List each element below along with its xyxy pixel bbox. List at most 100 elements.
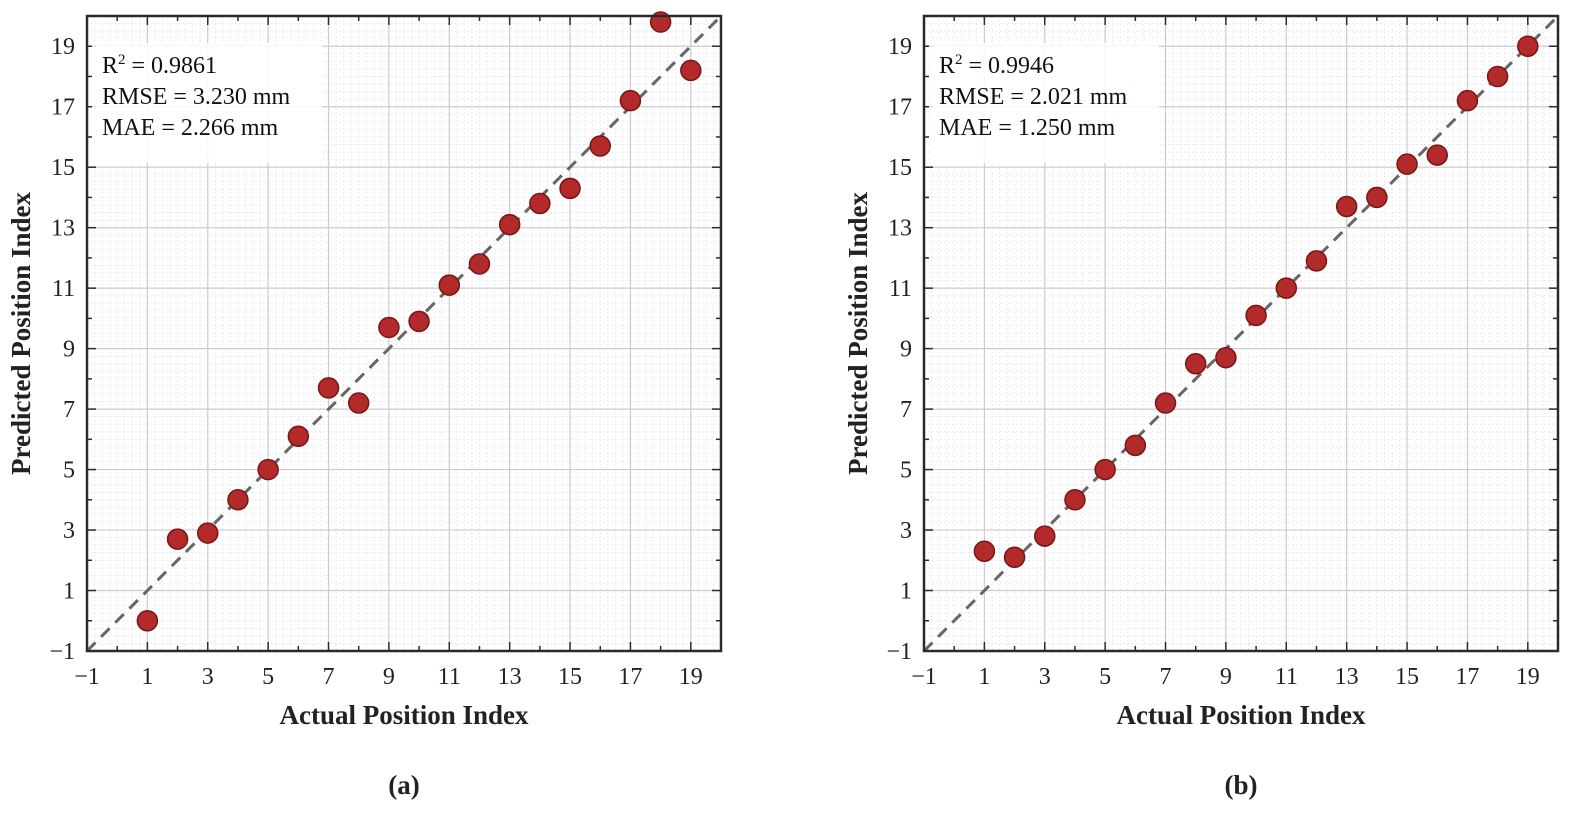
data-point [529, 192, 551, 215]
identity-line [85, 14, 723, 653]
data-point [257, 458, 279, 481]
data-point [408, 310, 430, 333]
data-point [227, 489, 249, 511]
data-point [1003, 546, 1026, 569]
y-tick-label: −1 [49, 639, 75, 665]
identity-line [922, 14, 1560, 653]
x-tick-label: 15 [558, 664, 582, 690]
major-grid [86, 16, 721, 652]
x-tick-label: −1 [911, 664, 937, 690]
data-point [438, 274, 461, 296]
y-tick-label: 13 [51, 216, 75, 242]
data-point [680, 59, 702, 82]
x-tick-label: −1 [74, 664, 100, 690]
rmse-text: RMSE = 3.230 mm [102, 84, 291, 110]
data-point [1094, 458, 1116, 481]
data-point [1215, 346, 1237, 369]
y-tick-label: 15 [51, 155, 75, 181]
y-tick-label: −1 [886, 639, 912, 665]
data-point [498, 213, 521, 236]
data-point [1335, 195, 1358, 218]
x-tick-label: 1 [141, 664, 153, 690]
y-tick-label: 9 [63, 337, 75, 363]
x-tick-label: 9 [1220, 664, 1232, 690]
data-point [1034, 525, 1056, 547]
x-tick-label: 7 [323, 664, 335, 690]
y-tick-label: 5 [63, 458, 75, 484]
data-points [973, 35, 1539, 569]
r2-text: R2 = 0.9861 [102, 52, 217, 79]
x-axis-label: Actual Position Index [1116, 700, 1366, 730]
x-tick-label: 15 [1395, 664, 1419, 690]
data-point [347, 392, 370, 414]
x-tick-label: 19 [1516, 664, 1540, 690]
x-tick-label: 13 [498, 664, 522, 690]
data-point [136, 610, 159, 632]
data-point [1184, 352, 1207, 375]
x-tick-label: 11 [438, 664, 461, 690]
x-tick-label: 17 [1455, 664, 1479, 690]
x-tick-label: 11 [1275, 664, 1298, 690]
y-axis-label: Predicted Position Index [6, 192, 36, 475]
y-tick-label: 7 [63, 397, 75, 423]
data-point [1124, 434, 1147, 457]
x-tick-label: 7 [1160, 664, 1172, 690]
data-point [1154, 392, 1177, 414]
data-point [973, 540, 996, 562]
x-tick-label: 3 [202, 664, 214, 690]
data-point [1426, 144, 1448, 166]
data-point [1396, 153, 1418, 175]
mae-text: MAE = 1.250 mm [939, 115, 1116, 141]
y-tick-label: 1 [900, 579, 912, 605]
data-point [619, 89, 642, 112]
panel-caption: (a) [388, 770, 419, 800]
stats-box [92, 43, 322, 163]
data-point [1245, 304, 1267, 327]
y-tick-label: 3 [900, 518, 912, 544]
x-tick-label: 19 [679, 664, 703, 690]
data-point [1275, 277, 1298, 299]
stats-box [929, 43, 1159, 163]
y-tick-label: 3 [63, 518, 75, 544]
data-point [468, 253, 491, 275]
data-point [589, 135, 611, 157]
data-point [378, 316, 400, 339]
data-point [1305, 250, 1328, 272]
panel-caption: (b) [1225, 770, 1258, 800]
axes-frame [85, 14, 723, 653]
y-tick-label: 1 [63, 579, 75, 605]
y-tick-label: 17 [51, 95, 75, 121]
y-tick-label: 19 [51, 34, 75, 60]
x-axis-label: Actual Position Index [279, 700, 529, 730]
data-point [287, 425, 310, 448]
y-tick-label: 15 [888, 155, 912, 181]
y-tick-label: 9 [900, 337, 912, 363]
y-tick-label: 19 [888, 34, 912, 60]
y-tick-label: 11 [52, 276, 75, 302]
y-tick-label: 11 [889, 276, 912, 302]
y-axis-label: Predicted Position Index [843, 192, 873, 475]
y-tick-label: 17 [888, 95, 912, 121]
data-point [559, 177, 581, 200]
x-tick-label: 1 [978, 664, 990, 690]
data-point [1486, 65, 1509, 88]
y-tick-label: 7 [900, 397, 912, 423]
rmse-text: RMSE = 2.021 mm [939, 84, 1128, 110]
x-tick-label: 17 [618, 664, 642, 690]
mae-text: MAE = 2.266 mm [102, 115, 279, 141]
data-point [1064, 489, 1086, 511]
data-points [136, 11, 702, 632]
data-point [1366, 186, 1388, 209]
y-tick-label: 5 [900, 458, 912, 484]
x-tick-label: 9 [383, 664, 395, 690]
data-point [1517, 35, 1539, 57]
data-point [197, 522, 219, 544]
r2-text: R2 = 0.9946 [939, 52, 1054, 79]
data-point [1456, 89, 1479, 112]
x-tick-label: 3 [1039, 664, 1051, 690]
x-tick-label: 5 [1099, 664, 1111, 690]
data-point [166, 528, 189, 550]
